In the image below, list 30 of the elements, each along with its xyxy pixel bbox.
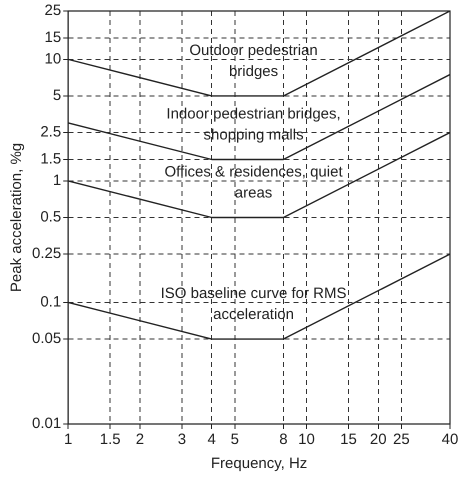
x-tick-label: 2 [136,431,144,448]
y-tick-label: 15 [44,29,62,46]
x-tick-label: 1.5 [100,431,121,448]
y-tick-label: 2.5 [40,124,62,141]
series-label: ISO baseline curve for RMS acceleration [160,285,346,324]
series-label: Offices & residences, quiet areas [164,164,344,202]
x-tick-label: 10 [298,431,315,448]
y-axis-title: Peak acceleration, %g [8,142,26,292]
y-tick-label: 0.1 [40,294,62,311]
y-tick-label: 25 [44,2,62,20]
y-tick-label: 0.05 [32,330,62,348]
series-label: Outdoor pedestrian bridges [189,42,318,80]
y-tick-label: 1 [52,172,62,190]
y-tick-label: 5 [52,87,62,104]
y-tick-label: 0.5 [40,208,62,226]
y-tick-label: 1.5 [40,150,62,168]
x-tick-label: 15 [340,431,357,448]
x-tick-label: 4 [208,431,216,448]
x-tick-label: 8 [279,431,288,448]
x-tick-label: 5 [230,431,239,448]
x-axis-title: Frequency, Hz [210,455,308,472]
x-tick-label: 1 [64,431,72,448]
x-tick-label: 20 [370,431,387,448]
x-tick-label: 25 [393,431,410,448]
x-tick-label: 3 [178,431,186,448]
y-tick-label: 0.25 [32,245,62,262]
y-tick-label: 10 [44,50,62,68]
y-tick-label: 0.01 [32,415,62,432]
x-tick-label: 40 [442,431,458,448]
series-label: Indoor pedestrian bridges, shopping malls [166,106,341,144]
